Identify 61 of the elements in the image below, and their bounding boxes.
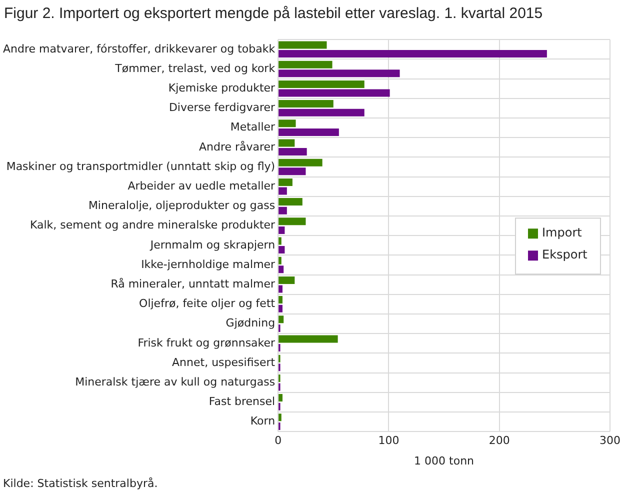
bar <box>278 226 285 234</box>
bar <box>278 414 282 422</box>
bar <box>278 266 284 274</box>
legend-label: Eksport <box>542 248 588 262</box>
bar <box>278 285 283 293</box>
bar <box>278 41 327 49</box>
bar <box>278 394 283 402</box>
bar <box>278 108 364 116</box>
bar <box>278 139 295 147</box>
bar <box>278 218 306 226</box>
bar <box>278 120 296 128</box>
y-tick-label: Kalk, sement og andre mineralske produkter <box>30 218 276 232</box>
bar <box>278 100 334 108</box>
chart-title: Figur 2. Importert og eksportert mengde på lastebil etter vareslag. 1. kvartal 2015 <box>4 5 543 22</box>
legend-label: Import <box>542 226 582 240</box>
y-tick-label: Jernmalm og skrapjern <box>149 238 276 252</box>
y-tick-label: Mineralolje, oljeprodukter og gass <box>88 199 276 212</box>
bar <box>278 237 282 245</box>
bar <box>278 50 547 58</box>
bar <box>278 187 287 195</box>
y-tick-label: Andre matvarer, fórstoffer, drikkevarer og tobakk <box>3 42 276 56</box>
x-tick-label: 200 <box>488 434 510 448</box>
y-tick-label: Korn <box>250 414 276 428</box>
y-tick-label: Gjødning <box>226 316 276 330</box>
bar <box>278 198 302 206</box>
y-tick-label: Fast brensel <box>208 395 276 408</box>
text: Kilde: Statistisk sentralbyrå. <box>3 477 158 490</box>
bar <box>278 178 292 186</box>
bar <box>278 316 284 324</box>
bar <box>278 335 338 343</box>
bar <box>278 256 282 264</box>
y-tick-label: Tømmer, trelast, ved og kork <box>114 62 276 75</box>
bar <box>278 128 339 136</box>
y-tick-label: Mineralsk tjære av kull og naturgass <box>75 375 276 388</box>
y-tick-label: Diverse ferdigvarer <box>168 101 276 114</box>
y-tick-label: Andre råvarer <box>198 140 276 154</box>
y-tick-label: Kjemiske produkter <box>168 81 276 94</box>
bar <box>278 246 285 254</box>
bar <box>278 89 390 97</box>
bar <box>278 158 322 166</box>
x-tick-label: 100 <box>378 434 400 448</box>
bar <box>278 276 295 284</box>
bar <box>278 80 364 88</box>
bar <box>278 206 287 214</box>
bar <box>278 70 400 78</box>
bar <box>278 168 306 176</box>
x-tick-label: 300 <box>600 434 620 448</box>
bar <box>278 296 283 304</box>
y-tick-label: Frisk frukt og grønnsaker <box>138 336 276 350</box>
bar <box>278 60 332 68</box>
bar <box>278 148 307 156</box>
y-tick-label: Maskiner og transportmidler (unntatt skip og fly) <box>6 160 276 173</box>
y-tick-label: Ikke-jernholdige malmer <box>141 258 276 271</box>
x-tick-label: 0 <box>274 434 282 448</box>
y-tick-label: Arbeider av uedle metaller <box>128 179 276 192</box>
y-tick-label: Rå mineraler, unntatt malmer <box>110 277 276 290</box>
y-tick-label: Metaller <box>230 120 276 134</box>
x-axis-title: 1 000 tonn <box>414 454 474 468</box>
y-tick-label: Annet, uspesifisert <box>172 356 276 369</box>
y-tick-label: Oljefrø, feite oljer og fett <box>139 297 276 310</box>
bar <box>278 304 283 312</box>
